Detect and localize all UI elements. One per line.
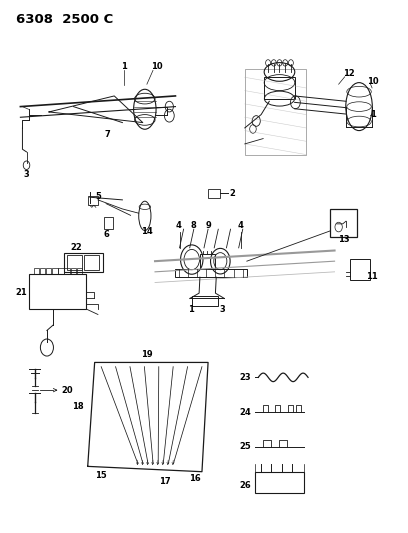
Bar <box>67 255 82 270</box>
Bar <box>192 296 218 306</box>
Text: 3: 3 <box>220 305 226 313</box>
Text: 6308  2500 C: 6308 2500 C <box>16 13 113 26</box>
Bar <box>71 268 76 274</box>
Bar <box>330 209 357 237</box>
Bar <box>350 259 370 280</box>
Text: 7: 7 <box>104 130 110 139</box>
Text: 3: 3 <box>24 171 29 179</box>
Bar <box>77 268 82 274</box>
Text: 18: 18 <box>72 402 83 410</box>
Bar <box>52 268 58 274</box>
Bar <box>245 69 306 155</box>
Bar <box>34 268 39 274</box>
Bar <box>255 472 304 493</box>
Text: 4: 4 <box>176 222 182 230</box>
Text: 16: 16 <box>189 474 201 483</box>
Text: 1: 1 <box>188 305 194 313</box>
Text: 11: 11 <box>366 272 378 281</box>
Text: 13: 13 <box>338 236 349 244</box>
Bar <box>46 268 51 274</box>
Bar <box>208 189 220 198</box>
Text: 1: 1 <box>370 110 376 119</box>
Text: 2: 2 <box>230 189 235 198</box>
Text: 17: 17 <box>160 478 171 486</box>
Bar <box>58 268 64 274</box>
Bar <box>29 274 86 309</box>
Bar <box>264 77 295 99</box>
Text: 26: 26 <box>239 481 251 489</box>
Text: 6: 6 <box>104 230 110 239</box>
Text: 14: 14 <box>141 227 153 236</box>
Text: 25: 25 <box>239 442 251 451</box>
Text: 22: 22 <box>70 244 82 252</box>
Bar <box>104 217 113 229</box>
Text: 24: 24 <box>239 408 251 416</box>
Text: 9: 9 <box>205 221 211 230</box>
Bar <box>64 268 70 274</box>
Text: 8: 8 <box>191 221 197 230</box>
Bar <box>200 254 215 269</box>
Text: 12: 12 <box>343 69 355 78</box>
Text: 21: 21 <box>16 288 27 296</box>
Bar <box>88 196 98 205</box>
Bar <box>40 268 45 274</box>
Text: 23: 23 <box>239 373 251 382</box>
Text: 10: 10 <box>151 62 163 71</box>
Text: 5: 5 <box>96 192 102 200</box>
Bar <box>84 255 99 270</box>
Bar <box>64 253 103 272</box>
Text: 10: 10 <box>368 77 379 85</box>
Text: 15: 15 <box>95 471 107 480</box>
Text: 1: 1 <box>122 62 127 71</box>
Bar <box>175 269 247 277</box>
Text: 20: 20 <box>62 386 73 394</box>
Text: 4: 4 <box>238 221 244 230</box>
Text: 19: 19 <box>141 350 153 359</box>
